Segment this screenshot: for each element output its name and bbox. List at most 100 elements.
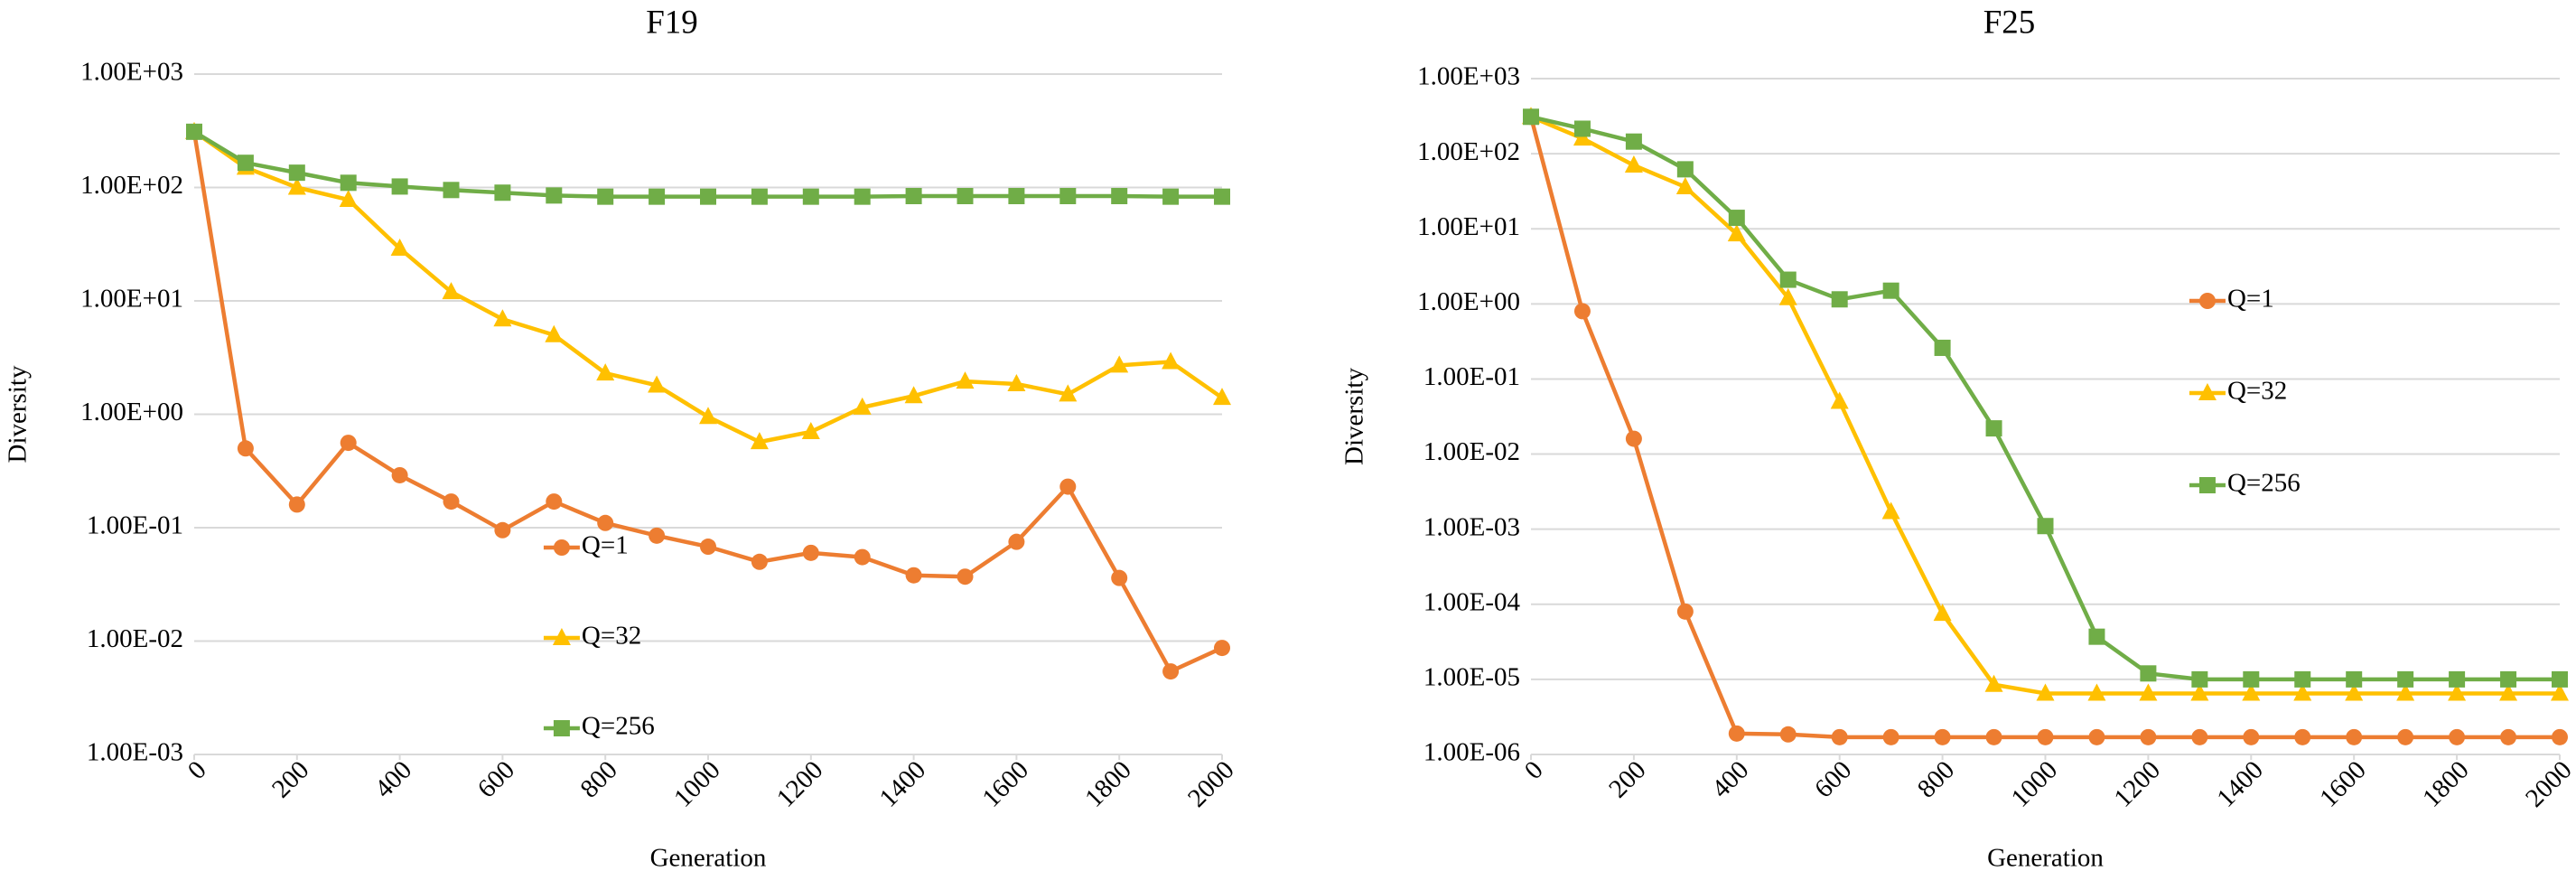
marker bbox=[1830, 391, 1849, 409]
series-line bbox=[191, 131, 1223, 674]
marker bbox=[1675, 176, 1694, 194]
marker bbox=[905, 567, 922, 584]
marker bbox=[2551, 683, 2569, 701]
marker bbox=[1779, 271, 1797, 288]
marker bbox=[1573, 128, 1591, 146]
marker bbox=[957, 188, 974, 205]
marker bbox=[1059, 384, 1078, 402]
marker bbox=[2088, 628, 2105, 645]
marker bbox=[957, 568, 974, 586]
marker bbox=[1831, 291, 1848, 308]
marker bbox=[2198, 477, 2216, 493]
legend-entry: Q=1 bbox=[2189, 285, 2274, 314]
y-axis-label: Diversity bbox=[1340, 368, 1369, 465]
x-tick-label: 1000 bbox=[668, 755, 726, 813]
marker bbox=[1934, 728, 1951, 745]
marker bbox=[1728, 725, 1745, 742]
marker bbox=[751, 553, 768, 570]
marker bbox=[2198, 293, 2216, 309]
x-tick-label: 400 bbox=[1706, 755, 1754, 803]
legend-entry: Q=32 bbox=[543, 622, 641, 651]
series-line bbox=[1528, 116, 2560, 740]
marker bbox=[1059, 478, 1077, 495]
marker bbox=[2396, 683, 2415, 701]
marker bbox=[391, 466, 408, 483]
chart-title: F19 bbox=[646, 4, 698, 41]
marker bbox=[552, 628, 571, 645]
x-tick-label: 1400 bbox=[2211, 755, 2269, 813]
marker bbox=[1984, 674, 2003, 692]
x-tick-label: 2000 bbox=[2520, 755, 2576, 813]
x-axis-label: Generation bbox=[1987, 844, 2104, 873]
x-tick-label: 1600 bbox=[976, 755, 1034, 813]
y-tick-label: 1.00E+03 bbox=[80, 58, 183, 87]
y-tick-label: 1.00E-01 bbox=[1423, 362, 1520, 391]
marker bbox=[2198, 383, 2217, 400]
marker bbox=[2552, 728, 2568, 745]
marker bbox=[2036, 683, 2055, 701]
x-tick-label: 200 bbox=[266, 755, 314, 803]
marker bbox=[751, 188, 768, 205]
x-tick-label: 1000 bbox=[2006, 755, 2064, 813]
marker bbox=[553, 720, 570, 736]
marker bbox=[597, 514, 614, 531]
marker bbox=[904, 386, 923, 404]
marker bbox=[1779, 726, 1797, 743]
marker bbox=[494, 184, 511, 201]
marker bbox=[1676, 161, 1694, 178]
x-axis-label: Generation bbox=[650, 844, 767, 873]
marker bbox=[2346, 728, 2363, 745]
x-tick-label: 800 bbox=[574, 755, 622, 803]
marker bbox=[553, 539, 570, 556]
marker bbox=[1573, 120, 1591, 137]
marker bbox=[2190, 683, 2209, 701]
marker bbox=[597, 188, 614, 205]
marker bbox=[1008, 533, 1025, 550]
marker bbox=[2345, 683, 2364, 701]
marker bbox=[1214, 188, 1230, 205]
marker bbox=[340, 174, 357, 192]
marker bbox=[2499, 683, 2518, 701]
marker bbox=[1934, 339, 1951, 356]
marker bbox=[1162, 663, 1180, 680]
y-tick-label: 1.00E-02 bbox=[87, 624, 183, 653]
marker bbox=[186, 123, 202, 140]
marker bbox=[802, 188, 819, 205]
marker bbox=[1111, 569, 1128, 586]
y-tick-label: 1.00E+01 bbox=[1417, 212, 1520, 241]
marker bbox=[1625, 133, 1642, 150]
y-tick-label: 1.00E-02 bbox=[1423, 437, 1520, 466]
marker bbox=[1831, 728, 1848, 745]
marker bbox=[905, 188, 922, 205]
marker bbox=[1882, 728, 1899, 745]
marker bbox=[1110, 355, 1129, 373]
marker bbox=[442, 282, 461, 300]
marker bbox=[801, 421, 820, 439]
marker bbox=[2139, 683, 2158, 701]
marker bbox=[2037, 518, 2054, 535]
marker bbox=[1523, 108, 1539, 126]
chart-title: F25 bbox=[1983, 4, 2036, 41]
x-tick-label: 600 bbox=[1809, 755, 1857, 803]
marker bbox=[2293, 683, 2312, 701]
legend-label: Q=256 bbox=[2227, 469, 2301, 498]
y-tick-label: 1.00E+01 bbox=[80, 285, 183, 314]
marker bbox=[2448, 683, 2467, 701]
legend-entry: Q=256 bbox=[2189, 469, 2301, 498]
marker bbox=[546, 493, 563, 511]
marker bbox=[2449, 670, 2466, 688]
marker bbox=[1624, 155, 1643, 173]
legend-entry: Q=1 bbox=[543, 531, 629, 560]
marker bbox=[1213, 388, 1231, 406]
marker bbox=[596, 363, 615, 381]
marker bbox=[545, 324, 564, 342]
x-tick-label: 800 bbox=[1912, 755, 1960, 803]
y-tick-label: 1.00E+00 bbox=[80, 398, 183, 426]
x-tick-label: 600 bbox=[472, 755, 520, 803]
marker bbox=[2294, 728, 2311, 745]
marker bbox=[2087, 683, 2106, 701]
marker bbox=[288, 496, 305, 513]
marker bbox=[2397, 670, 2414, 688]
x-tick-label: 200 bbox=[1603, 755, 1651, 803]
